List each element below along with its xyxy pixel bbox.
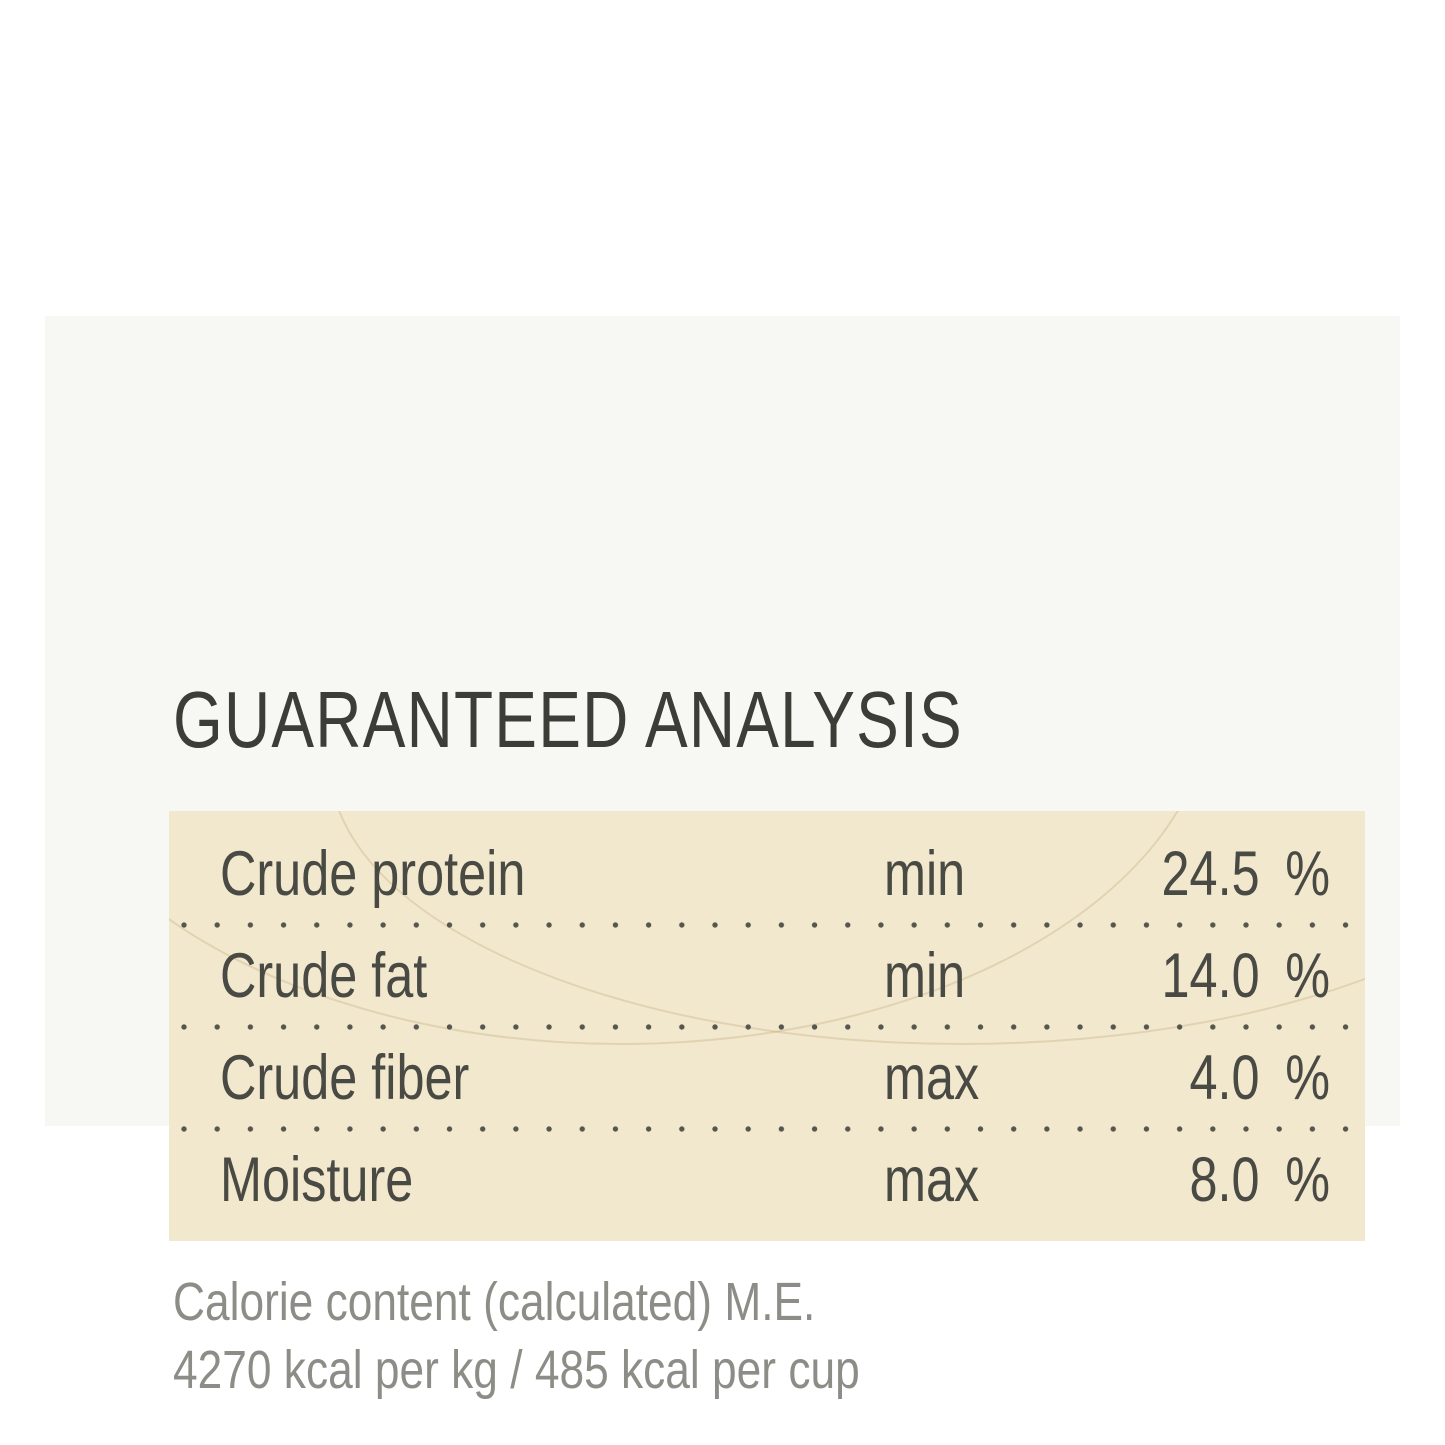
row-separator-dotted: [181, 1024, 1353, 1030]
nutrient-unit: %: [1285, 839, 1330, 909]
page-title: GUARANTEED ANALYSIS: [173, 675, 963, 764]
nutrient-value: 8.0: [1189, 1145, 1260, 1215]
table-row: Moisture max 8.0 %: [220, 1129, 1330, 1231]
nutrient-label: Moisture: [220, 1145, 414, 1215]
row-separator-dotted: [181, 922, 1353, 928]
value-group: 8.0 %: [1120, 1146, 1330, 1214]
qualifier-label: max: [884, 1145, 980, 1215]
nutrient-unit: %: [1285, 941, 1330, 1011]
nutrient-value: 24.5: [1161, 839, 1260, 909]
label-panel: GUARANTEED ANALYSIS Crude protein min 24…: [45, 316, 1400, 1400]
table-rows: Crude protein min 24.5 % Crude fat min 1…: [169, 811, 1365, 1241]
table-row: Crude fat min 14.0 %: [220, 925, 1330, 1027]
calorie-note-line-1: Calorie content (calculated) M.E.: [173, 1272, 816, 1332]
qualifier-label: min: [884, 941, 966, 1011]
value-group: 24.5 %: [1120, 840, 1330, 908]
nutrient-unit: %: [1285, 1145, 1330, 1215]
qualifier-label: max: [884, 1043, 980, 1113]
value-group: 14.0 %: [1120, 942, 1330, 1010]
nutrient-label: Crude fiber: [220, 1043, 470, 1113]
table-row: Crude fiber max 4.0 %: [220, 1027, 1330, 1129]
value-group: 4.0 %: [1120, 1044, 1330, 1112]
nutrient-value: 14.0: [1161, 941, 1260, 1011]
calorie-content-note: Calorie content (calculated) M.E. 4270 k…: [173, 1271, 1011, 1407]
calorie-note-line-2: 4270 kcal per kg / 485 kcal per cup: [173, 1340, 860, 1400]
table-row: Crude protein min 24.5 %: [220, 823, 1330, 925]
row-separator-dotted: [181, 1126, 1353, 1132]
nutrient-label: Crude fat: [220, 941, 428, 1011]
nutrient-unit: %: [1285, 1043, 1330, 1113]
nutrient-label: Crude protein: [220, 839, 526, 909]
qualifier-label: min: [884, 839, 966, 909]
guaranteed-analysis-table: Crude protein min 24.5 % Crude fat min 1…: [169, 811, 1365, 1241]
nutrient-value: 4.0: [1189, 1043, 1260, 1113]
